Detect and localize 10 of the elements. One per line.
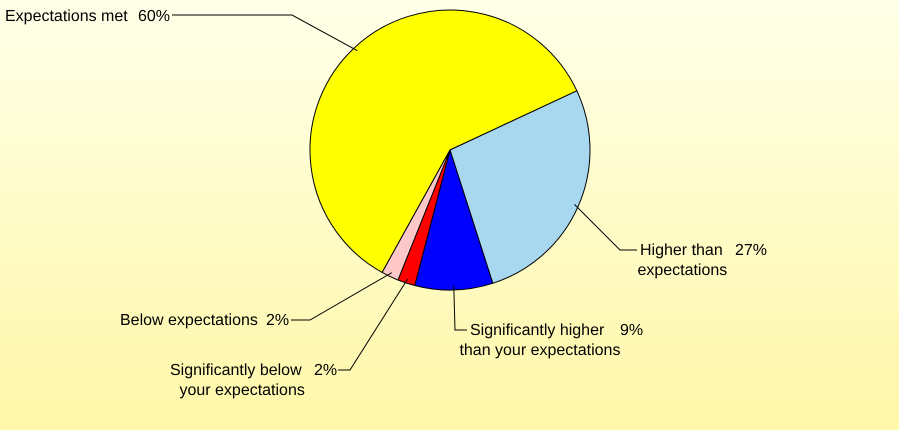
data-label: 9% [620,322,644,339]
data-label: 60% [138,8,170,25]
slice-label: Higher than expectations [633,242,728,279]
data-label: 27% [735,242,768,259]
slice-label: Expectations met [5,8,128,25]
data-label: 2% [314,362,338,379]
slice-label: Significantly higher than your expectations [455,322,620,359]
slice-label: Below expectations [120,312,258,329]
slice-label: Significantly below your expectations [170,362,305,399]
data-label: 2% [266,312,290,329]
